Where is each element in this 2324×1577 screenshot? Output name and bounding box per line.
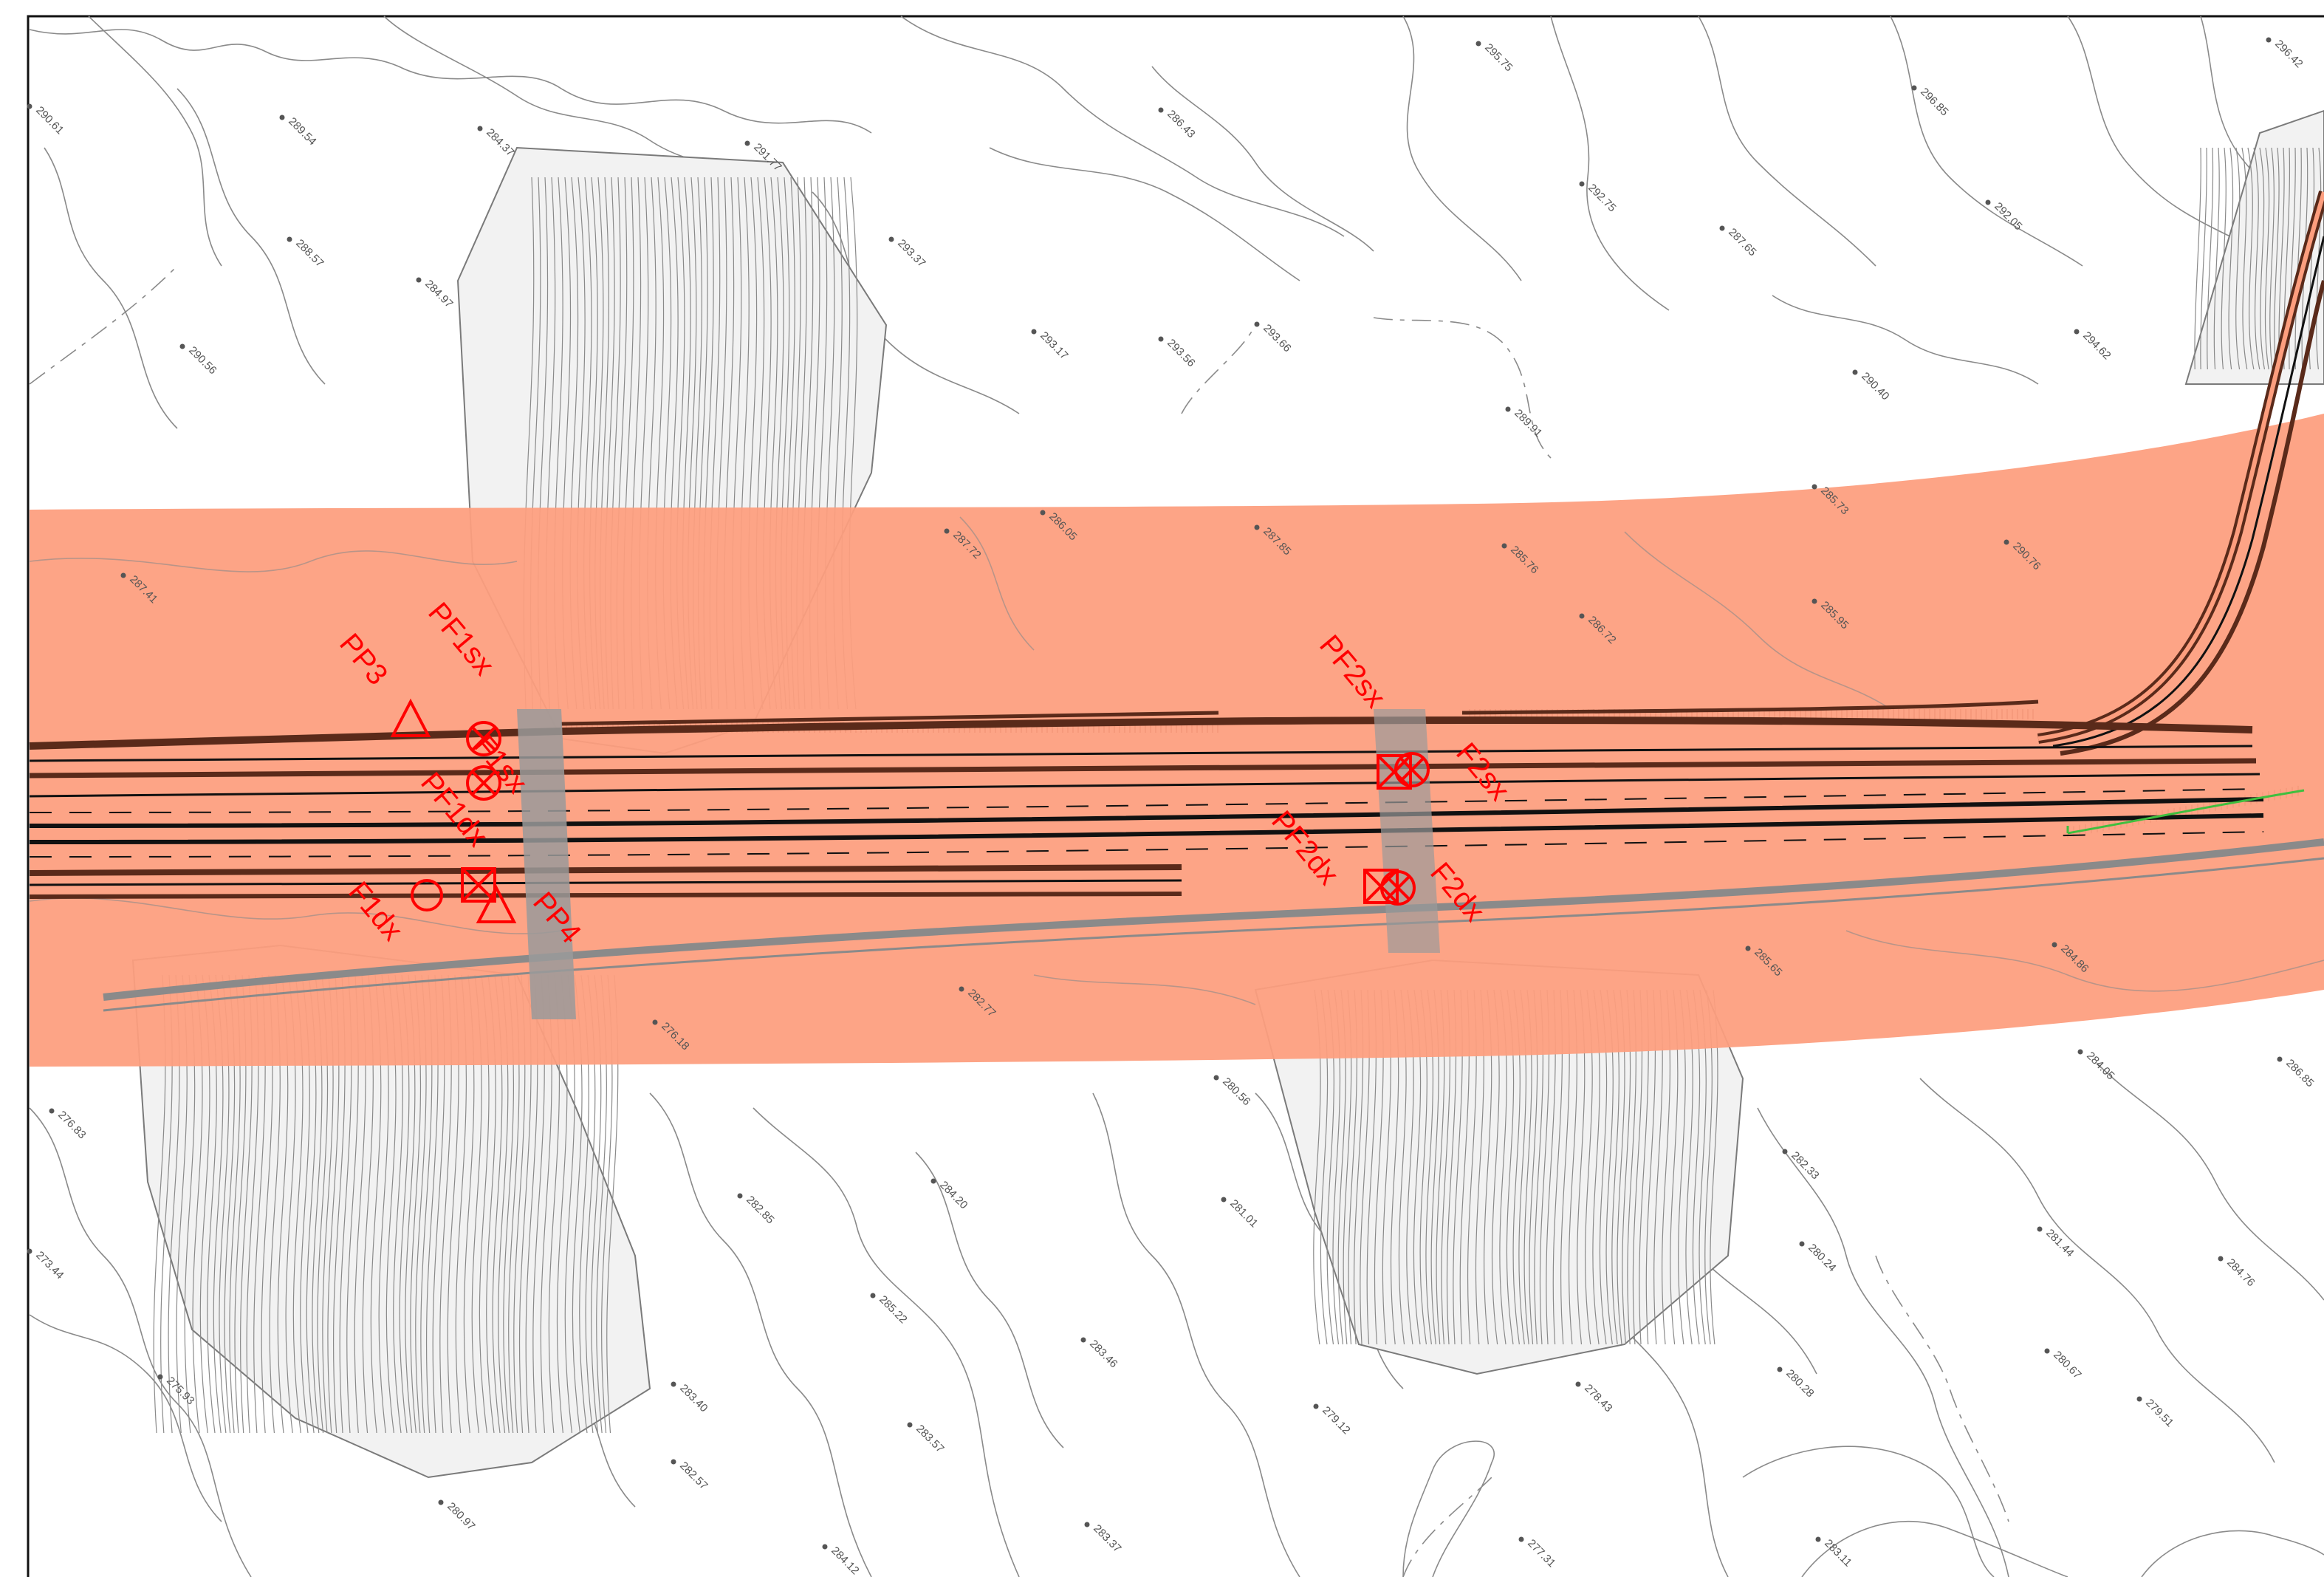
elevation-point bbox=[1852, 369, 1858, 375]
elevation-point bbox=[287, 236, 292, 242]
cross-icon bbox=[461, 867, 496, 903]
elevation-point bbox=[822, 1544, 828, 1550]
elevation-point bbox=[1745, 945, 1751, 951]
elevation-point bbox=[2218, 1256, 2224, 1262]
elevation-point bbox=[1084, 1522, 1090, 1528]
elevation-point bbox=[438, 1499, 444, 1505]
hatch-line bbox=[2194, 147, 2201, 370]
square-cross-marker-icon bbox=[461, 867, 496, 903]
circle-cross-marker-icon bbox=[466, 721, 501, 756]
elevation-point bbox=[1221, 1197, 1227, 1203]
elevation-point bbox=[1475, 41, 1481, 47]
elevation-point bbox=[737, 1193, 743, 1199]
circle-cross-marker-icon bbox=[466, 765, 501, 801]
elevation-point bbox=[1579, 613, 1585, 619]
elevation-point bbox=[1719, 225, 1725, 231]
elevation-point bbox=[2136, 1396, 2142, 1402]
elevation-point bbox=[1575, 1381, 1581, 1387]
elevation-point bbox=[1985, 199, 1991, 205]
hatch-line bbox=[2289, 147, 2296, 370]
elevation-point bbox=[959, 986, 964, 992]
elevation-point bbox=[1505, 406, 1511, 412]
elevation-point bbox=[49, 1108, 55, 1114]
circle-marker-icon bbox=[411, 879, 443, 911]
hatch-line bbox=[2235, 147, 2241, 370]
triangle-marker-icon bbox=[476, 884, 517, 923]
elevation-point bbox=[157, 1374, 163, 1380]
elevation-point bbox=[1815, 1536, 1821, 1542]
elevation-point bbox=[1254, 321, 1260, 327]
elevation-point bbox=[2077, 1049, 2083, 1055]
elevation-point bbox=[27, 103, 32, 109]
cross-icon bbox=[470, 770, 497, 796]
elevation-point bbox=[120, 572, 126, 578]
circle-cross-marker-icon bbox=[1380, 870, 1416, 906]
elevation-point bbox=[907, 1422, 913, 1428]
elevation-point bbox=[2044, 1348, 2050, 1354]
elevation-point bbox=[888, 236, 894, 242]
elevation-point bbox=[930, 1178, 936, 1184]
elevation-point bbox=[2074, 329, 2080, 335]
elevation-point bbox=[1811, 598, 1817, 604]
hatch-line bbox=[2253, 147, 2260, 370]
elevation-point bbox=[1579, 181, 1585, 187]
elevation-point bbox=[744, 140, 750, 146]
elevation-point bbox=[1254, 524, 1260, 530]
hatch-line bbox=[2221, 147, 2227, 370]
elevation-point bbox=[1811, 484, 1817, 490]
hatch-line bbox=[2264, 147, 2270, 370]
hatch-line bbox=[2259, 147, 2266, 370]
hatch-line bbox=[2207, 147, 2214, 370]
triangle-marker-icon bbox=[390, 698, 431, 737]
elevation-point bbox=[671, 1459, 676, 1465]
circle-cross-marker-icon bbox=[1394, 752, 1430, 787]
elevation-point bbox=[652, 1019, 658, 1025]
corridor-band bbox=[30, 414, 2324, 1067]
elevation-point bbox=[1213, 1075, 1219, 1081]
elevation-point bbox=[416, 277, 422, 283]
hatch-line bbox=[2228, 147, 2234, 370]
elevation-point bbox=[2266, 37, 2272, 43]
elevation-point bbox=[2003, 539, 2009, 545]
hatch-line bbox=[2247, 147, 2255, 370]
elevation-point bbox=[1911, 85, 1917, 91]
elevation-point bbox=[1158, 336, 1164, 342]
elevation-point bbox=[2037, 1226, 2043, 1232]
cross-icon bbox=[1399, 756, 1425, 783]
overpasses bbox=[517, 709, 1440, 1019]
elevation-point bbox=[1080, 1337, 1086, 1343]
hatch-line bbox=[2269, 147, 2275, 370]
elevation-point bbox=[1031, 329, 1037, 335]
elevation-point bbox=[279, 114, 285, 120]
elevation-point bbox=[1501, 543, 1507, 549]
elevation-point bbox=[477, 126, 483, 131]
elevation-point bbox=[2277, 1056, 2283, 1062]
elevation-point bbox=[179, 343, 185, 349]
elevation-point bbox=[1313, 1403, 1319, 1409]
hatch-line bbox=[2200, 147, 2207, 370]
elevation-point bbox=[671, 1381, 676, 1387]
hatch-line bbox=[2294, 147, 2302, 370]
hatch-line bbox=[2213, 147, 2220, 370]
cross-icon bbox=[1385, 875, 1411, 901]
cross-icon bbox=[470, 725, 497, 752]
elevation-point bbox=[1158, 107, 1164, 113]
elevation-point bbox=[870, 1293, 876, 1299]
elevation-point bbox=[1777, 1366, 1783, 1372]
elevation-point bbox=[1518, 1536, 1524, 1542]
elevation-point bbox=[2052, 942, 2057, 948]
corridor-contours bbox=[29, 516, 2324, 1005]
elevation-point bbox=[1799, 1241, 1805, 1247]
hatch-line bbox=[2241, 147, 2248, 370]
elevation-point bbox=[1040, 510, 1046, 516]
elevation-point bbox=[1782, 1149, 1788, 1154]
hatch-line bbox=[2274, 147, 2280, 370]
elevation-point bbox=[27, 1248, 32, 1254]
elevation-point bbox=[944, 528, 950, 534]
